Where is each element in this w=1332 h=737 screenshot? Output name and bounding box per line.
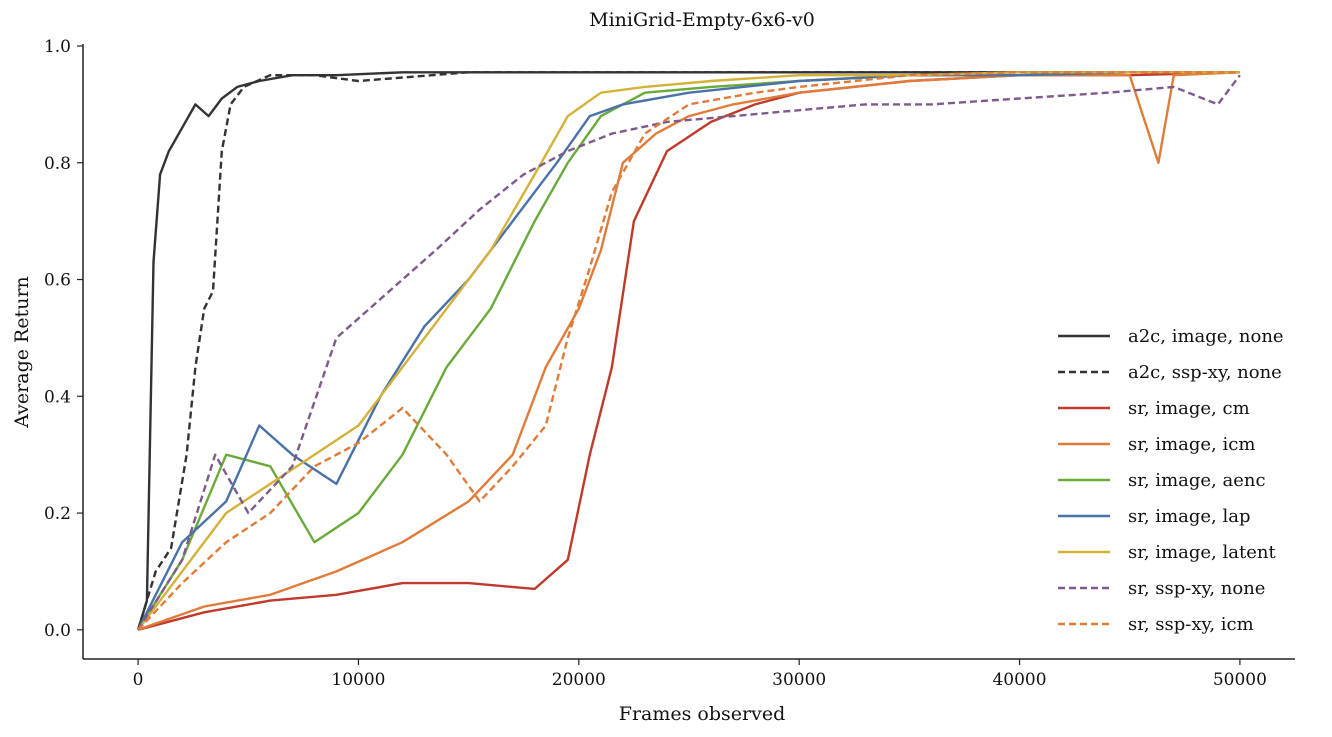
series-line-3 bbox=[137, 71, 1240, 631]
series-line-9 bbox=[137, 71, 1240, 631]
y-tick-label: 0.4 bbox=[44, 387, 71, 407]
legend-label-6: sr, image, lap bbox=[1128, 506, 1251, 527]
x-axis-label: Frames observed bbox=[619, 703, 785, 725]
x-tick-label: 10000 bbox=[331, 670, 385, 690]
legend-label-2: a2c, ssp-xy, none bbox=[1128, 362, 1282, 383]
legend-label-9: sr, ssp-xy, icm bbox=[1128, 614, 1254, 635]
y-tick-label: 0.8 bbox=[44, 154, 71, 174]
x-tick-label: 40000 bbox=[992, 670, 1046, 690]
series-line-6 bbox=[137, 71, 1240, 631]
y-tick-label: 0.2 bbox=[44, 504, 71, 524]
legend-label-1: a2c, image, none bbox=[1128, 326, 1284, 347]
y-axis-label: Average Return bbox=[11, 276, 33, 429]
series-line-4 bbox=[137, 71, 1240, 631]
y-tick-label: 1.0 bbox=[44, 37, 71, 57]
chart-title: MiniGrid-Empty-6x6-v0 bbox=[589, 9, 815, 31]
series-line-8 bbox=[137, 74, 1241, 631]
series-line-7 bbox=[137, 71, 1240, 631]
x-tick-label: 30000 bbox=[772, 670, 826, 690]
x-tick-label: 0 bbox=[133, 670, 144, 690]
x-tick-label: 50000 bbox=[1213, 670, 1267, 690]
axes: 0 10000 20000 30000 40000 50000 0.0 0.2 0.4 0.6 0.… bbox=[44, 37, 1295, 690]
legend-label-4: sr, image, icm bbox=[1128, 434, 1255, 455]
y-tick-label: 0.0 bbox=[44, 621, 71, 641]
legend-label-5: sr, image, aenc bbox=[1128, 470, 1266, 491]
y-tick-label: 0.6 bbox=[44, 271, 71, 291]
x-tick-label: 20000 bbox=[552, 670, 606, 690]
series-lines bbox=[136, 71, 1241, 631]
series-line-2 bbox=[136, 71, 1240, 631]
legend-label-7: sr, image, latent bbox=[1128, 542, 1276, 563]
series-line-1 bbox=[136, 71, 1240, 631]
legend: a2c, image, none a2c, ssp-xy, none sr, ima… bbox=[1058, 326, 1284, 635]
legend-label-8: sr, ssp-xy, none bbox=[1128, 578, 1265, 599]
series-line-5 bbox=[137, 71, 1240, 631]
legend-label-3: sr, image, cm bbox=[1128, 398, 1250, 419]
